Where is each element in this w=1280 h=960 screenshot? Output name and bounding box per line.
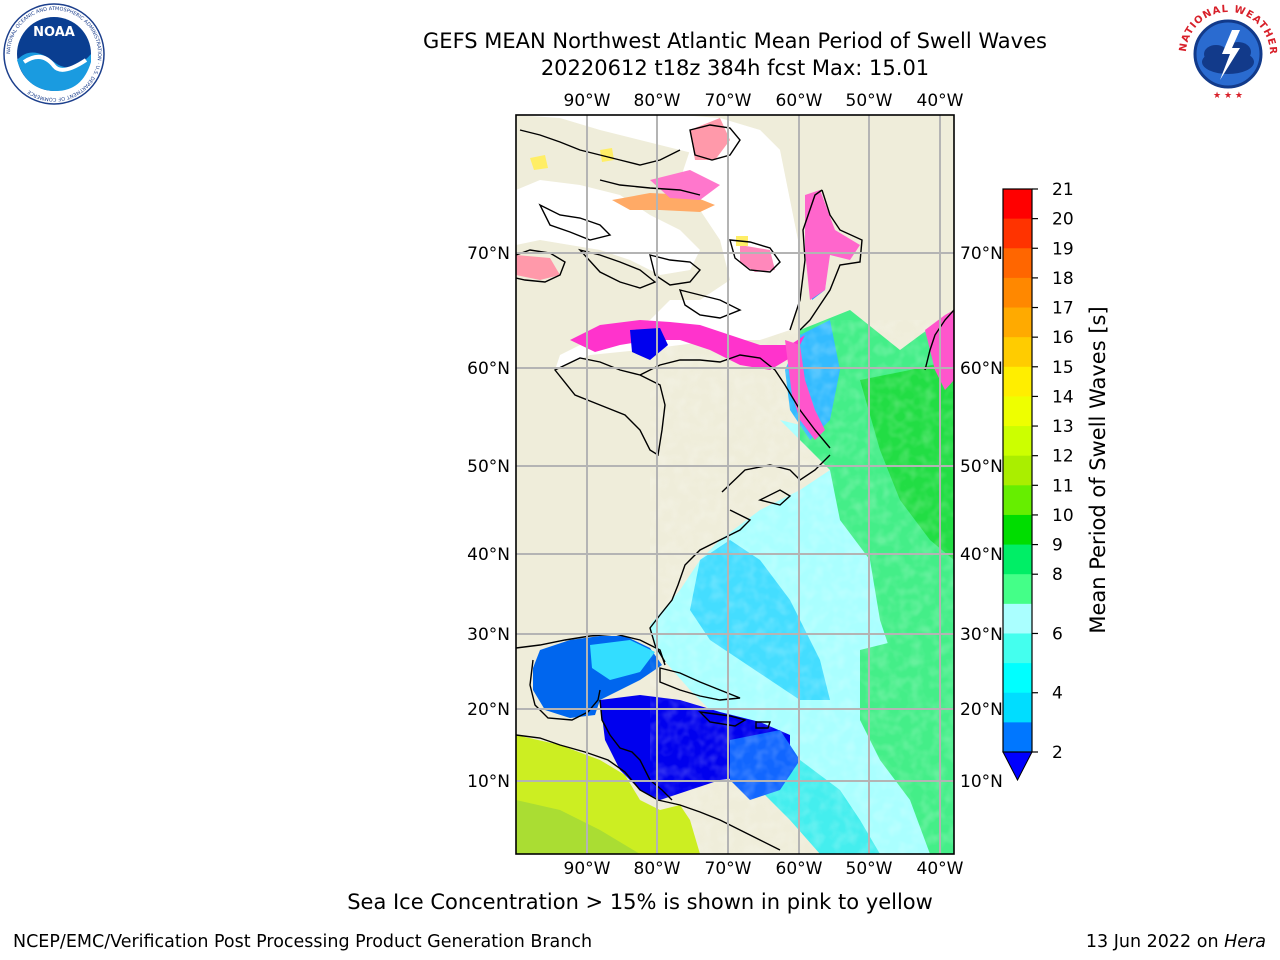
colorbar-segment <box>1003 574 1032 605</box>
lon-label-bottom: 70°W <box>705 859 752 879</box>
lon-label-bottom: 90°W <box>564 859 611 879</box>
nws-logo: NATIONAL WEATHER SERVICE ★ ★ ★ <box>1176 2 1278 104</box>
colorbar-segment <box>1003 426 1032 457</box>
nws-stars: ★ ★ ★ <box>1213 91 1243 101</box>
lon-label-bottom: 60°W <box>776 859 823 879</box>
map-frame <box>515 114 955 855</box>
lat-label-left: 60°N <box>467 359 510 379</box>
lon-labels-bottom: 90°W 80°W 70°W 60°W 50°W 40°W <box>564 859 964 879</box>
colorbar-tick-label: 9 <box>1052 536 1063 556</box>
graticule <box>516 115 954 854</box>
ice-edge-labrador-coast <box>785 340 825 440</box>
colorbar-segment <box>1003 485 1032 516</box>
lon-label-bottom: 40°W <box>917 859 964 879</box>
lat-label-right: 30°N <box>960 625 1003 645</box>
ice-edge-mid-pink <box>740 245 775 272</box>
lat-label-right: 50°N <box>960 457 1003 477</box>
colorbar-tick-label: 2 <box>1052 743 1063 763</box>
colorbar-segment <box>1003 663 1032 694</box>
ice-edge-west-pink <box>516 255 560 280</box>
chart-title: GEFS MEAN Northwest Atlantic Mean Period… <box>423 29 1047 53</box>
colorbar-frame <box>1002 188 1033 753</box>
lon-label-top: 80°W <box>634 91 681 111</box>
colorbar-segment <box>1003 189 1032 220</box>
ice-region-arctic <box>516 180 700 275</box>
colorbar-tick-label: 13 <box>1052 417 1074 437</box>
lat-label-right: 10°N <box>960 772 1003 792</box>
colorbar-segment <box>1003 248 1032 279</box>
ice-edge-hudson-strait <box>570 320 805 370</box>
lon-label-top: 60°W <box>776 91 823 111</box>
ice-edge-arctic-pink <box>650 170 720 200</box>
colorbar-segment <box>1003 218 1032 249</box>
colorbar-segment <box>1003 337 1032 368</box>
colorbar-segment <box>1003 603 1032 634</box>
gulf-cyan-patch <box>590 640 655 680</box>
lat-label-right: 40°N <box>960 545 1003 565</box>
colorbar-tick-label: 21 <box>1052 180 1074 200</box>
colorbar <box>1002 188 1033 782</box>
colorbar-segment <box>1003 722 1032 753</box>
colorbar-tick-label: 12 <box>1052 447 1074 467</box>
colorbar-tick-label: 19 <box>1052 239 1074 259</box>
sea-ice-note: Sea Ice Concentration > 15% is shown in … <box>347 890 933 914</box>
colorbar-tick-label: 6 <box>1052 624 1063 644</box>
colorbar-tick-labels: 21 20 19 18 17 16 15 14 13 12 11 10 9 8 6 4 2 <box>1032 180 1074 763</box>
colorbar-tick-label: 15 <box>1052 358 1074 378</box>
colorbar-tick-label: 14 <box>1052 387 1074 407</box>
colorbar-segment <box>1003 277 1032 309</box>
footer-producer: NCEP/EMC/Verification Post Processing Pr… <box>13 932 593 952</box>
colorbar-segment <box>1003 514 1032 546</box>
lat-labels-right: 70°N 60°N 50°N 40°N 30°N 20°N 10°N <box>960 244 1003 792</box>
colorbar-tick-label: 20 <box>1052 210 1074 230</box>
lon-label-bottom: 50°W <box>846 859 893 879</box>
lat-label-left: 70°N <box>467 244 510 264</box>
colorbar-tick-label: 18 <box>1052 269 1074 289</box>
lat-labels-left: 70°N 60°N 50°N 40°N 30°N 20°N 10°N <box>467 244 510 792</box>
ice-edge-baffin <box>805 190 860 300</box>
colorbar-tick-label: 4 <box>1052 684 1063 704</box>
lon-label-top: 70°W <box>705 91 752 111</box>
colorbar-segment <box>1003 455 1032 486</box>
noaa-logo: NOAA NATIONAL OCEANIC AND ATMOSPHERIC AD… <box>3 3 105 105</box>
lon-labels-top: 90°W 80°W 70°W 60°W 50°W 40°W <box>564 91 964 111</box>
chart-subtitle: 20220612 t18z 384h fcst Max: 15.01 <box>540 56 930 80</box>
ice-edge-north-pink <box>690 118 730 160</box>
map-area <box>516 115 954 854</box>
footer-date-text: 13 Jun 2022 on <box>1085 932 1219 952</box>
colorbar-segment <box>1003 544 1032 575</box>
footer-date: 13 Jun 2022 on Hera <box>1086 932 1266 952</box>
footer-host: Hera <box>1224 932 1266 952</box>
lon-label-bottom: 80°W <box>634 859 681 879</box>
lon-label-top: 50°W <box>846 91 893 111</box>
colorbar-extension <box>1002 751 1033 782</box>
colorbar-segment <box>1003 396 1032 427</box>
lat-label-right: 20°N <box>960 700 1003 720</box>
south-america-green <box>516 800 640 854</box>
lat-label-left: 20°N <box>467 700 510 720</box>
colorbar-segment <box>1003 633 1032 664</box>
colorbar-tick-label: 8 <box>1052 565 1063 585</box>
colorbar-tick-label: 16 <box>1052 328 1074 348</box>
colorbar-segment <box>1003 692 1032 723</box>
colorbar-tick-label: 17 <box>1052 299 1074 319</box>
lat-label-right: 70°N <box>960 244 1003 264</box>
ice-edge-hudson-dark <box>630 328 668 360</box>
colorbar-segment <box>1003 366 1032 397</box>
lat-label-left: 10°N <box>467 772 510 792</box>
lon-label-top: 40°W <box>917 91 964 111</box>
colorbar-tick-label: 10 <box>1052 506 1074 526</box>
colorbar-tick-label: 11 <box>1052 476 1074 496</box>
colorbar-label: Mean Period of Swell Waves [s] <box>1086 306 1110 633</box>
lon-label-top: 90°W <box>564 91 611 111</box>
noaa-wordmark: NOAA <box>33 25 75 40</box>
lat-label-right: 60°N <box>960 359 1003 379</box>
lat-label-left: 30°N <box>467 625 510 645</box>
colorbar-segment <box>1003 307 1032 338</box>
lat-label-left: 40°N <box>467 545 510 565</box>
lat-label-left: 50°N <box>467 457 510 477</box>
